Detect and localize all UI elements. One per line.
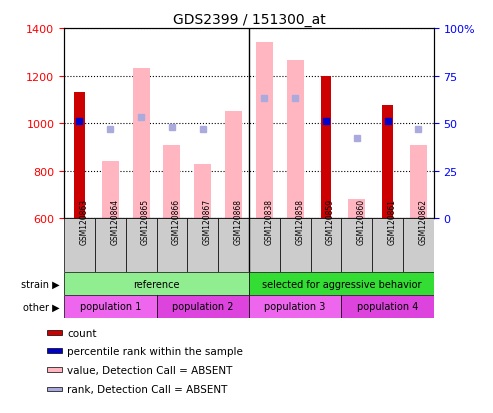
Text: GSM120867: GSM120867 [203, 199, 212, 244]
Bar [194, 164, 211, 219]
Bar [256, 43, 273, 219]
Bar [382, 106, 393, 219]
Bar [403, 219, 434, 273]
Text: GSM120861: GSM120861 [387, 199, 397, 244]
Bar [47, 368, 62, 373]
Text: GSM120866: GSM120866 [172, 199, 181, 244]
Text: selected for aggressive behavior: selected for aggressive behavior [262, 279, 421, 289]
Text: reference: reference [133, 279, 180, 289]
Text: strain ▶: strain ▶ [21, 279, 59, 289]
Bar [74, 93, 85, 219]
Text: GSM120862: GSM120862 [419, 199, 427, 244]
Text: percentile rank within the sample: percentile rank within the sample [68, 346, 244, 356]
Bar [102, 162, 119, 219]
Bar [47, 387, 62, 392]
Bar [249, 219, 280, 273]
Bar [287, 61, 304, 219]
Bar [341, 219, 372, 273]
Bar [311, 219, 341, 273]
Bar [225, 112, 242, 219]
Bar [349, 200, 365, 219]
Title: GDS2399 / 151300_at: GDS2399 / 151300_at [173, 12, 325, 26]
Text: GSM120838: GSM120838 [264, 199, 274, 244]
Bar [64, 273, 249, 295]
Bar [187, 219, 218, 273]
Bar [280, 219, 311, 273]
Text: population 2: population 2 [172, 301, 234, 312]
Bar [157, 219, 187, 273]
Text: rank, Detection Call = ABSENT: rank, Detection Call = ABSENT [68, 384, 228, 394]
Text: population 3: population 3 [265, 301, 326, 312]
Bar [126, 219, 157, 273]
Text: value, Detection Call = ABSENT: value, Detection Call = ABSENT [68, 365, 233, 375]
Text: GSM120863: GSM120863 [79, 199, 89, 244]
Text: GSM120860: GSM120860 [357, 199, 366, 244]
Bar [157, 295, 249, 318]
Bar [64, 295, 157, 318]
Text: GSM120864: GSM120864 [110, 199, 119, 244]
Bar [249, 295, 341, 318]
Bar [47, 349, 62, 354]
Bar [320, 76, 331, 219]
Bar [164, 145, 180, 219]
Text: GSM120858: GSM120858 [295, 199, 304, 244]
Text: GSM120868: GSM120868 [234, 199, 243, 244]
Bar [95, 219, 126, 273]
Text: other ▶: other ▶ [23, 301, 59, 312]
Bar [341, 295, 434, 318]
Text: population 4: population 4 [357, 301, 418, 312]
Bar [47, 330, 62, 335]
Text: population 1: population 1 [80, 301, 141, 312]
Text: GSM120865: GSM120865 [141, 199, 150, 244]
Bar [133, 69, 149, 219]
Bar [218, 219, 249, 273]
Bar [372, 219, 403, 273]
Bar [410, 145, 427, 219]
Bar [249, 273, 434, 295]
Text: count: count [68, 328, 97, 338]
Bar [64, 219, 95, 273]
Text: GSM120859: GSM120859 [326, 199, 335, 244]
